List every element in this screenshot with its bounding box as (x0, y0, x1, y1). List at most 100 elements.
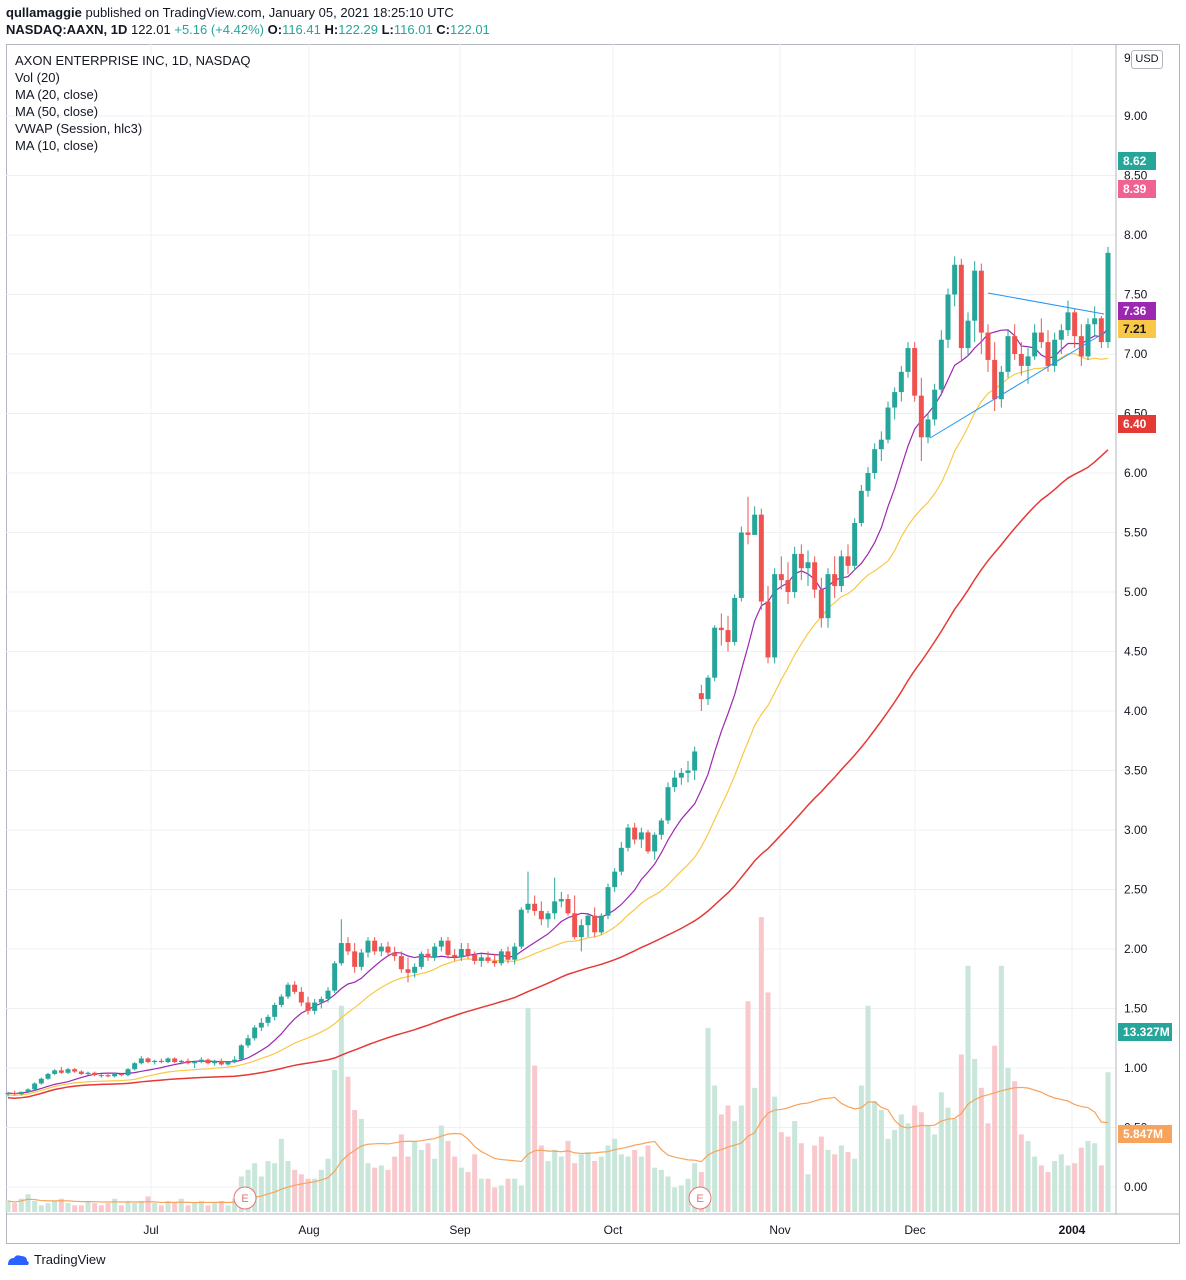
candle (105, 1073, 111, 1078)
currency-button[interactable]: USD (1131, 50, 1163, 69)
y-tick-label: 2.50 (1124, 883, 1148, 897)
legend-item-ma50[interactable]: MA (50, close) (15, 104, 99, 119)
candle (692, 746, 698, 781)
candle-body (732, 597, 738, 642)
price-label-text: 13.327M (1123, 1025, 1170, 1039)
volume-bar (765, 992, 771, 1212)
candle-body (1085, 324, 1091, 357)
y-tick-label: 7.50 (1124, 288, 1148, 302)
y-tick-label: 9.00 (1124, 109, 1148, 123)
candle (1052, 332, 1058, 372)
candle-body (478, 957, 484, 961)
candle-body (898, 371, 904, 393)
volume-bar (438, 1125, 444, 1212)
candle (165, 1057, 171, 1064)
legend-item-vwap[interactable]: VWAP (Session, hlc3) (15, 121, 143, 136)
candle-body (1025, 356, 1031, 366)
price-chart[interactable]: EE 0.000.501.001.502.002.503.003.504.004… (0, 0, 1186, 1250)
candle-body (65, 1069, 71, 1073)
moving-averages (7, 327, 1109, 1100)
candle (665, 782, 671, 825)
y-tick-label: 1.50 (1124, 1002, 1148, 1016)
candle-body (972, 270, 978, 321)
candle (492, 953, 498, 967)
legend-item-vol[interactable]: Vol (20) (15, 70, 60, 85)
publisher-line: qullamaggie published on TradingView.com… (6, 5, 454, 20)
candle-body (1092, 318, 1098, 325)
candle-body (145, 1058, 151, 1063)
candle (478, 953, 484, 967)
candle-body (112, 1073, 118, 1077)
candle-body (198, 1059, 204, 1063)
volume-bar (92, 1203, 98, 1212)
candle-body (845, 556, 851, 566)
volume-bar (618, 1154, 624, 1212)
publisher-user[interactable]: qullamaggie (6, 5, 82, 20)
volume-bar (778, 1132, 784, 1212)
candle-body (578, 925, 584, 938)
candle (1092, 306, 1098, 337)
candle-body (798, 553, 804, 569)
volume-bar (865, 1005, 871, 1212)
candle (812, 556, 818, 598)
ma10-line (7, 327, 1109, 1095)
volume-bar (692, 1163, 698, 1212)
candle-body (758, 514, 764, 602)
candle (545, 910, 551, 928)
candle-body (1058, 330, 1064, 340)
volume-bar (1025, 1141, 1031, 1212)
volume-bar (205, 1205, 211, 1212)
price-label-box (1118, 180, 1156, 198)
candle-body (452, 954, 458, 958)
candle-body (618, 847, 624, 872)
candle-body (765, 601, 771, 658)
volume-bar (425, 1143, 431, 1212)
candle-body (58, 1070, 64, 1073)
legend-title: AXON ENTERPRISE INC, 1D, NASDAQ (15, 53, 251, 68)
candle-body (392, 952, 398, 957)
publisher-text: published on TradingView.com, January 05… (85, 5, 454, 20)
volume-bar (165, 1200, 171, 1212)
candle-body (892, 392, 898, 408)
volume-bar (258, 1176, 264, 1212)
volume-bar (185, 1205, 191, 1212)
candle (272, 1002, 278, 1021)
candle (925, 413, 931, 444)
volume-bar (525, 1007, 531, 1212)
candle-body (252, 1027, 258, 1039)
candle (658, 818, 664, 840)
candle (1005, 330, 1011, 378)
candle-body (1045, 342, 1051, 366)
y-tick-label: 7.00 (1124, 347, 1148, 361)
candle (565, 894, 571, 916)
volume-bar (678, 1185, 684, 1212)
volume-bar (918, 1112, 924, 1212)
candle-body (752, 514, 758, 535)
volume-bar (465, 1172, 471, 1212)
volume-bar (1098, 1165, 1104, 1212)
header-bar: qullamaggie published on TradingView.com… (0, 0, 1186, 44)
candle-body (925, 419, 931, 438)
tradingview-logo-icon (8, 1254, 29, 1265)
candle (18, 1091, 24, 1096)
candle-body (38, 1078, 44, 1084)
volume-bar (732, 1121, 738, 1212)
volume-bar (445, 1141, 451, 1212)
volume-bar (478, 1178, 484, 1212)
candle (98, 1073, 104, 1078)
candle-body (12, 1092, 18, 1095)
legend-item-ma10[interactable]: MA (10, close) (15, 138, 99, 153)
volume-bar (472, 1154, 478, 1212)
candle (172, 1057, 178, 1064)
candle (52, 1069, 58, 1076)
legend-item-ma20[interactable]: MA (20, close) (15, 87, 99, 102)
volume-bar (365, 1163, 371, 1212)
price-label: 7.21 (1118, 320, 1156, 338)
footer-brand[interactable]: TradingView (6, 1252, 106, 1267)
candle-body (432, 946, 438, 958)
volume-bar (738, 1105, 744, 1212)
chart-frame[interactable] (6, 44, 1180, 1244)
candle-body (778, 574, 784, 581)
candle-body (665, 787, 671, 821)
candle-body (278, 996, 284, 1005)
